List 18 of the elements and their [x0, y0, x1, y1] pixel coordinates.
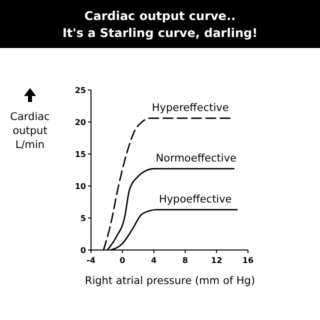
x-tick-label: -4 [86, 256, 96, 265]
y-tick-label: 0 [80, 246, 86, 255]
x-tick-label: 4 [151, 256, 158, 265]
x-tick-label: 0 [120, 256, 126, 265]
y-tick-label: 25 [74, 86, 86, 95]
y-tick-label: 15 [74, 150, 86, 159]
x-tick-label: 8 [182, 256, 188, 265]
chart-title: Cardiac output curve.. It's a Starling curve, darling! [62, 9, 258, 40]
x-tick-label: 12 [211, 256, 222, 265]
y-tick-label: 10 [74, 182, 86, 191]
series-label: Hypoeffective [158, 194, 232, 206]
x-tick-label: 16 [242, 256, 254, 265]
y-tick-label: 20 [74, 118, 86, 127]
y-tick-label: 5 [80, 214, 86, 223]
y-axis-title: Cardiac output L/min [10, 111, 50, 151]
x-axis-title: Right atrial pressure (mm of Hg) [84, 275, 256, 287]
series-label: Normoeffective [156, 152, 237, 165]
series-label: Hypereffective [152, 102, 229, 114]
